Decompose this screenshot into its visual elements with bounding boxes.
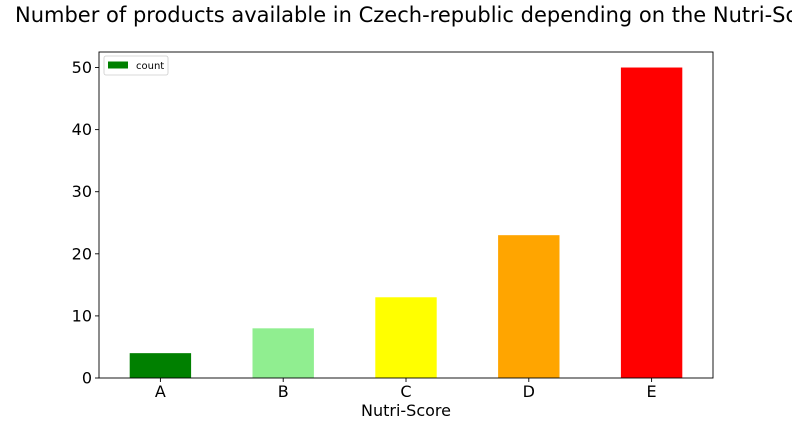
bar-C <box>375 297 437 378</box>
legend-box <box>103 55 169 76</box>
y-tick-label-30: 30 <box>72 182 92 201</box>
y-tick-label-50: 50 <box>72 58 92 77</box>
y-tick-label-0: 0 <box>82 369 92 388</box>
bar-D <box>498 235 560 378</box>
bars-layer <box>129 67 683 379</box>
x-tick-label-C: C <box>400 382 411 401</box>
bar-A <box>129 353 192 378</box>
x-tick-label-A: A <box>155 382 166 401</box>
x-tick-label-B: B <box>278 382 289 401</box>
x-axis: A B C D E <box>155 378 657 401</box>
bar-E <box>620 67 683 379</box>
x-tick-label-D: D <box>523 382 535 401</box>
y-tick-label-40: 40 <box>72 120 92 139</box>
x-axis-label: Nutri-Score <box>361 401 451 420</box>
chart-title: Number of products available in Czech-re… <box>15 3 792 27</box>
y-tick-label-10: 10 <box>72 306 92 325</box>
bar-B <box>252 328 314 378</box>
legend: count <box>103 55 169 76</box>
legend-label-count: count <box>136 61 164 72</box>
y-tick-label-20: 20 <box>72 244 92 263</box>
legend-swatch-count <box>108 61 128 69</box>
y-axis: 0 10 20 30 40 50 <box>72 58 99 388</box>
x-tick-label-E: E <box>647 382 657 401</box>
